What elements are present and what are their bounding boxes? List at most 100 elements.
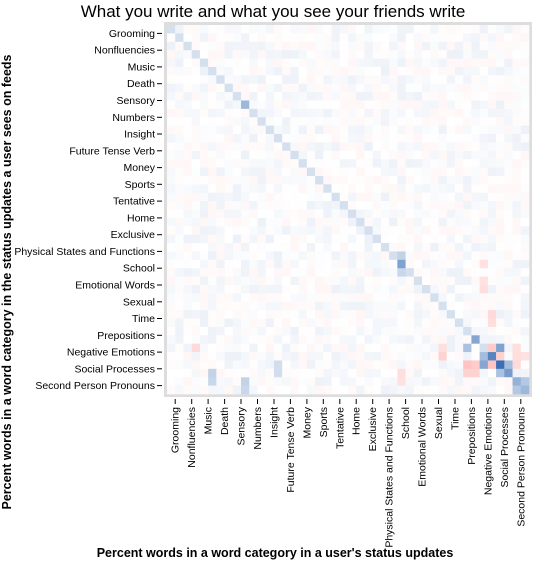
heatmap-cell: [479, 268, 489, 277]
heatmap-cell: [331, 377, 341, 386]
heatmap-cell: [405, 217, 415, 227]
heatmap-cell: [339, 284, 349, 294]
heatmap-cell: [356, 175, 365, 185]
heatmap-cell: [191, 66, 201, 76]
heatmap-cell: [315, 184, 324, 194]
heatmap-cell: [339, 50, 349, 59]
heatmap-cell: [389, 360, 398, 370]
heatmap-cell: [208, 301, 217, 311]
heatmap-cell: [389, 50, 398, 59]
x-tick-label: Home: [351, 407, 363, 435]
heatmap-cell: [413, 301, 423, 311]
heatmap-cell: [413, 368, 423, 378]
heatmap-cell: [454, 368, 464, 378]
heatmap-cell: [315, 134, 324, 143]
heatmap-cell: [224, 251, 234, 261]
heatmap-cell: [175, 75, 184, 85]
heatmap-cell: [512, 385, 522, 395]
heatmap-cell: [348, 201, 357, 210]
heatmap-cell: [487, 92, 497, 101]
heatmap-cell: [430, 368, 439, 378]
heatmap-cell: [446, 83, 456, 93]
x-tick-labels: Grooming Nonfluencies Music Death Sensory Num…: [170, 399, 527, 548]
heatmap-cell: [315, 83, 324, 93]
heatmap-cell: [249, 117, 258, 126]
heatmap-cell: [471, 201, 480, 210]
heatmap-cell: [463, 175, 472, 185]
heatmap-cell: [175, 335, 184, 344]
heatmap-cell: [183, 293, 192, 303]
heatmap-cell: [208, 159, 217, 168]
heatmap-cell: [282, 234, 291, 244]
heatmap-cell: [191, 192, 201, 202]
heatmap-cell: [422, 83, 431, 93]
heatmap-cell: [298, 41, 308, 51]
heatmap-cell: [199, 83, 209, 93]
heatmap-cell: [257, 41, 267, 51]
heatmap-cell: [199, 301, 209, 311]
heatmap-cell: [487, 75, 497, 85]
heatmap-cell: [454, 326, 464, 336]
heatmap-cell: [430, 385, 439, 395]
x-tick-label: Social Processes: [499, 407, 511, 488]
heatmap-cell: [520, 284, 530, 294]
heatmap-cell: [496, 377, 505, 386]
heatmap-cell: [249, 66, 258, 76]
heatmap-cell: [257, 66, 267, 76]
heatmap-cell: [273, 343, 283, 353]
heatmap-cell: [273, 92, 283, 101]
heatmap-cell: [422, 217, 431, 227]
heatmap-cell: [356, 83, 365, 93]
heatmap-cell: [199, 209, 209, 219]
heatmap-cell: [265, 184, 275, 194]
heatmap-cell: [463, 234, 472, 244]
heatmap-cell: [224, 268, 234, 277]
heatmap-cell: [167, 33, 176, 43]
heatmap-cell: [372, 251, 382, 261]
x-axis-label: Percent words in a word category in a us…: [97, 546, 454, 560]
heatmap-cell: [257, 293, 267, 303]
heatmap-cell: [504, 352, 513, 361]
heatmap-cell: [512, 352, 522, 361]
heatmap-cell: [323, 150, 332, 160]
heatmap-cell: [520, 226, 530, 235]
heatmap-cell: [323, 209, 332, 219]
heatmap-cell: [191, 335, 201, 344]
heatmap-cell: [364, 284, 373, 294]
heatmap-cell: [241, 117, 250, 126]
heatmap-cell: [454, 92, 464, 101]
heatmap-cell: [224, 75, 234, 85]
heatmap-cell: [397, 100, 406, 110]
heatmap-cell: [504, 117, 513, 126]
heatmap-cell: [389, 108, 398, 118]
heatmap-cell: [454, 268, 464, 277]
heatmap-cell: [438, 142, 448, 152]
heatmap-cell: [504, 108, 513, 118]
heatmap-cell: [446, 209, 456, 219]
heatmap-cell: [315, 209, 324, 219]
heatmap-cell: [471, 335, 480, 344]
heatmap-cell: [183, 301, 192, 311]
heatmap-cell: [454, 243, 464, 252]
heatmap-cell: [167, 234, 176, 244]
heatmap-cell: [331, 243, 341, 252]
heatmap-cell: [504, 276, 513, 286]
heatmap-cell: [496, 150, 505, 160]
heatmap-cell: [265, 108, 275, 118]
heatmap-cell: [520, 100, 530, 110]
heatmap-cell: [323, 268, 332, 277]
heatmap-cell: [199, 251, 209, 261]
heatmap-cell: [216, 326, 225, 336]
heatmap-cell: [241, 201, 250, 210]
heatmap-cell: [438, 251, 448, 261]
heatmap-cell: [216, 150, 225, 160]
x-tick-label: Death: [219, 407, 231, 435]
heatmap-cell: [191, 385, 201, 395]
heatmap-cell: [397, 368, 406, 378]
heatmap-cell: [446, 33, 456, 43]
heatmap-cell: [520, 33, 530, 43]
heatmap-cell: [232, 226, 242, 235]
heatmap-cell: [216, 293, 225, 303]
heatmap-cell: [389, 293, 398, 303]
heatmap-cell: [454, 284, 464, 294]
